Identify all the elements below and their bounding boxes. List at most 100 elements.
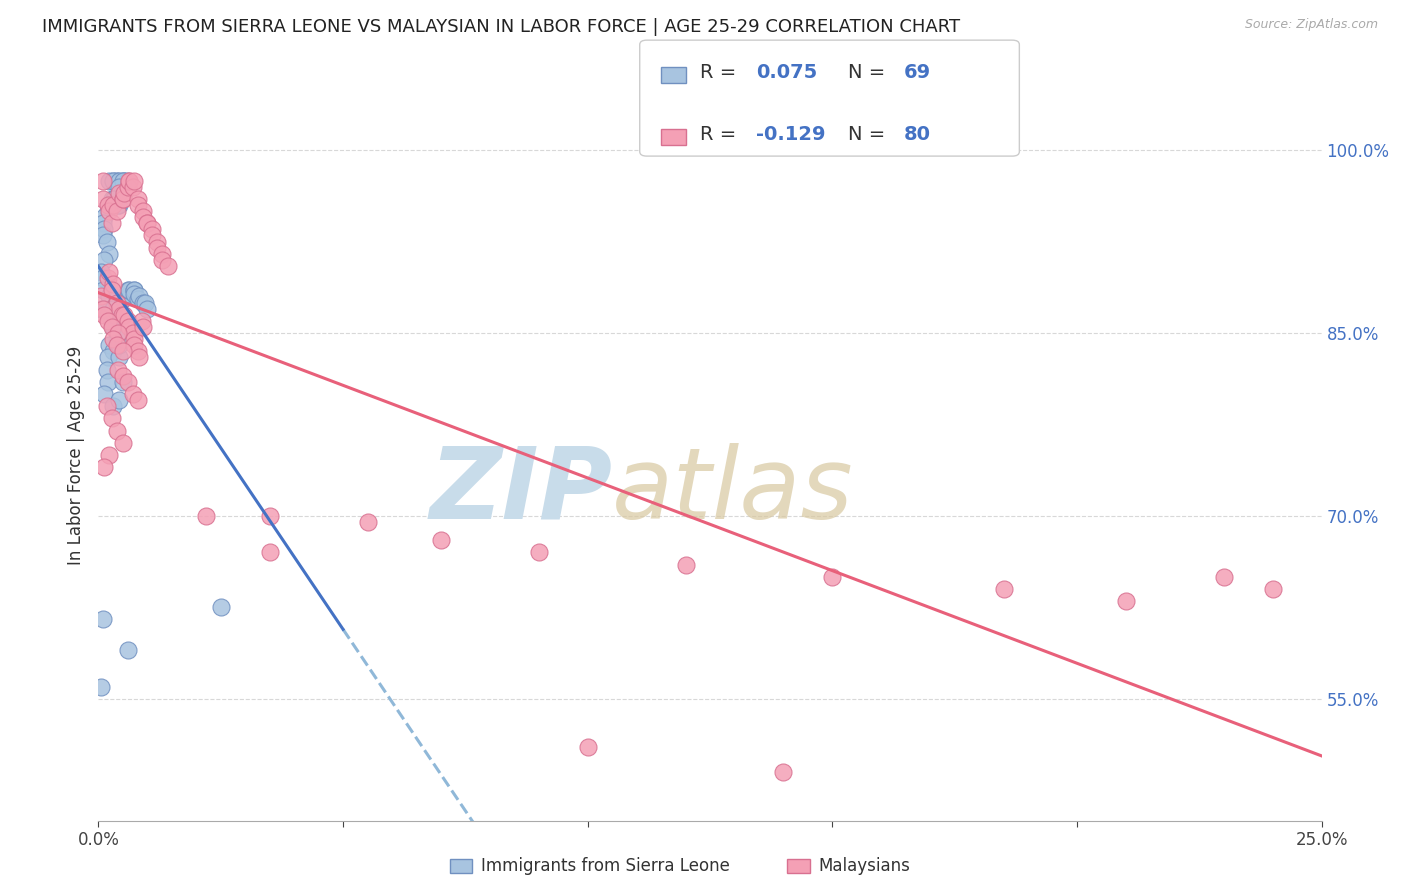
Point (91, 613, 114, 627)
Point (93, 222, 115, 236)
Point (1115, 594, 1137, 608)
Point (97, 204, 120, 219)
Point (150, 247, 173, 261)
Point (105, 338, 128, 352)
Point (121, 326, 143, 340)
Point (101, 411, 124, 425)
Point (101, 320, 124, 334)
Point (121, 387, 143, 401)
Point (136, 216, 159, 230)
Text: ZIP: ZIP (429, 443, 612, 540)
Point (111, 292, 134, 306)
Point (118, 174, 141, 188)
Point (156, 259, 179, 273)
Point (111, 192, 134, 206)
Point (132, 204, 155, 219)
Point (111, 308, 134, 322)
Point (101, 277, 124, 292)
Point (356, 515, 378, 529)
Point (122, 338, 145, 352)
Point (117, 314, 139, 328)
Point (527, 545, 550, 559)
Point (97, 351, 120, 365)
Point (111, 174, 134, 188)
Point (127, 192, 149, 206)
Point (122, 174, 145, 188)
Point (98, 198, 121, 212)
Point (132, 320, 155, 334)
Point (105, 192, 128, 206)
Point (112, 308, 135, 322)
Point (195, 508, 218, 523)
Point (101, 198, 124, 212)
Text: 80: 80 (904, 125, 931, 145)
Point (98, 174, 121, 188)
Point (105, 332, 128, 346)
Point (91, 301, 114, 316)
Text: 0.075: 0.075 (756, 62, 818, 82)
Point (90, 265, 112, 279)
Text: atlas: atlas (612, 443, 853, 540)
Point (103, 192, 125, 206)
Point (97, 198, 120, 212)
Point (111, 375, 134, 389)
Point (111, 368, 134, 383)
Point (112, 174, 135, 188)
Point (430, 533, 453, 548)
Point (101, 192, 124, 206)
Point (101, 320, 124, 334)
Point (121, 179, 143, 194)
Point (108, 198, 131, 212)
Point (117, 284, 139, 298)
Text: N =: N = (848, 125, 891, 145)
Point (97, 271, 120, 285)
Point (127, 393, 149, 408)
Point (91, 284, 114, 298)
Point (90, 680, 112, 694)
Point (93, 211, 115, 225)
Point (90, 289, 112, 303)
Point (105, 295, 128, 310)
Point (101, 216, 124, 230)
Text: IMMIGRANTS FROM SIERRA LEONE VS MALAYSIAN IN LABOR FORCE | AGE 25-29 CORRELATION: IMMIGRANTS FROM SIERRA LEONE VS MALAYSIA… (42, 18, 960, 36)
Point (101, 192, 124, 206)
Point (101, 174, 124, 188)
Point (136, 216, 159, 230)
Point (107, 174, 129, 188)
Point (101, 332, 124, 346)
Text: N =: N = (848, 62, 891, 82)
Point (93, 460, 115, 475)
Point (128, 351, 150, 365)
Point (93, 252, 115, 267)
Point (108, 186, 131, 200)
Point (150, 252, 173, 267)
Point (101, 314, 124, 328)
Point (127, 292, 149, 306)
Text: R =: R = (700, 125, 742, 145)
Point (259, 508, 281, 523)
Point (118, 284, 141, 298)
Point (91, 216, 114, 230)
Point (821, 570, 844, 584)
Point (98, 204, 121, 219)
Text: Immigrants from Sierra Leone: Immigrants from Sierra Leone (481, 857, 730, 875)
Point (127, 344, 149, 359)
Point (122, 332, 145, 346)
Point (107, 198, 129, 212)
Point (1261, 582, 1284, 596)
Point (132, 211, 155, 225)
Point (122, 284, 145, 298)
Point (141, 222, 163, 236)
Point (96, 362, 118, 376)
Point (105, 424, 128, 438)
Point (97, 314, 120, 328)
Point (122, 284, 145, 298)
Point (115, 174, 138, 188)
Point (108, 393, 131, 408)
Text: 69: 69 (904, 62, 931, 82)
Point (122, 287, 145, 301)
Point (101, 284, 124, 298)
Point (98, 338, 121, 352)
Point (111, 435, 134, 450)
Point (105, 204, 128, 219)
